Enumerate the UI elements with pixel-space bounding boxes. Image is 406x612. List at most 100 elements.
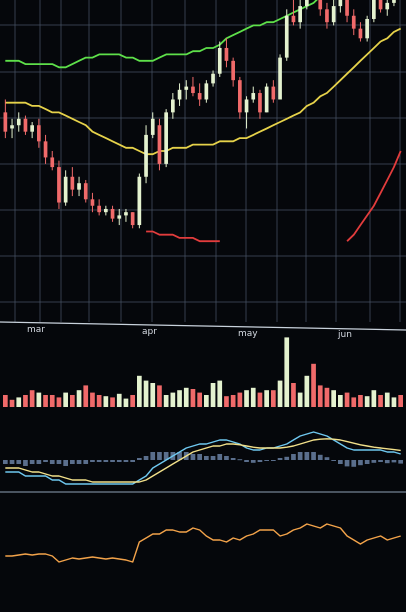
volume-bar [29, 390, 35, 407]
macd-histogram-bar [284, 456, 290, 460]
bullish-candle [284, 9, 289, 61]
volume-bar [49, 395, 55, 407]
volume-bar [324, 387, 330, 407]
volume-bar [16, 397, 22, 407]
macd-histogram-bar [351, 460, 357, 467]
candlestick-series [3, 0, 396, 229]
volume-bar [197, 392, 202, 407]
candle-body [10, 125, 14, 129]
macd-histogram-bar [204, 456, 209, 460]
volume-panel [3, 337, 403, 407]
volume-bar [70, 395, 75, 407]
candle-body [325, 9, 329, 23]
bearish-candle [157, 118, 162, 171]
macd-histogram-bar [230, 458, 236, 460]
candle-body [63, 176, 68, 203]
macd-histogram-bar [9, 460, 15, 464]
bearish-candle [57, 160, 61, 209]
candle-body [3, 112, 8, 132]
bullish-candle [217, 41, 222, 77]
macd-histogram-bar [217, 454, 223, 460]
bullish-candle [30, 122, 34, 139]
candle-body [117, 215, 122, 219]
volume-bar [304, 375, 310, 407]
candle-body [258, 93, 262, 113]
macd-histogram-bar [331, 460, 336, 461]
volume-bar [157, 385, 162, 407]
candle-body [224, 47, 229, 61]
macd-histogram-bar [338, 460, 343, 464]
macd-histogram-bar [56, 460, 62, 464]
bearish-candle [130, 212, 135, 229]
candle-body [217, 47, 222, 74]
macd-panel [3, 431, 403, 485]
macd-histogram-bar [190, 454, 196, 460]
volume-bar [358, 395, 363, 407]
candle-body [278, 57, 282, 100]
candle-body [130, 212, 135, 226]
candle-body [365, 18, 369, 39]
volume-bar [23, 395, 28, 407]
volume-bar [284, 337, 290, 407]
bullish-candle [16, 112, 21, 132]
x-axis: mar apr may jun [27, 325, 352, 340]
bearish-candle [110, 205, 115, 222]
macd-histogram-bar [371, 460, 377, 463]
macd-histogram-bar [311, 452, 316, 460]
candle-body [392, 0, 396, 3]
candle-body [305, 0, 309, 7]
macd-histogram-bar [378, 460, 383, 462]
macd-histogram-bar [177, 452, 182, 460]
bearish-candle [378, 0, 383, 13]
candle-body [197, 93, 202, 100]
volume-bar [177, 390, 182, 407]
candle-body [164, 112, 168, 164]
macd-histogram-bar [83, 460, 89, 464]
bullish-candle [63, 170, 68, 206]
volume-bar [9, 399, 15, 407]
volume-bar [103, 396, 109, 407]
candle-body [177, 89, 182, 100]
bullish-candle [305, 0, 309, 10]
volume-bar [391, 397, 397, 407]
bullish-candle [204, 80, 209, 103]
volume-bar [3, 395, 8, 407]
macd-histogram-bar [130, 460, 135, 462]
bearish-candle [351, 9, 356, 36]
candle-body [124, 212, 128, 216]
oscillator-panel [5, 523, 401, 563]
bearish-candle [23, 115, 28, 135]
oscillator-line [5, 523, 401, 563]
bullish-candle [264, 83, 269, 113]
candle-body [378, 0, 383, 10]
macd-histogram-bar [244, 460, 249, 462]
candle-body [30, 125, 34, 132]
bullish-candle [244, 96, 249, 129]
bullish-candle [144, 125, 148, 184]
volume-bar [291, 383, 296, 407]
volume-bar [344, 392, 350, 407]
volume-bar [76, 390, 82, 407]
volume-bar [143, 380, 149, 407]
bullish-candle [177, 83, 182, 106]
macd-histogram-bar [163, 452, 169, 460]
bearish-candle [325, 2, 329, 29]
volume-bar [110, 397, 115, 407]
candle-body [204, 83, 209, 100]
macd-histogram-bar [317, 454, 323, 460]
bullish-candle [150, 112, 155, 139]
volume-bar [237, 392, 243, 407]
bullish-candle [10, 118, 14, 139]
macd-histogram-bar [237, 459, 243, 461]
volume-bar [90, 392, 95, 407]
bullish-candle [211, 70, 215, 87]
macd-histogram-bar [197, 454, 202, 460]
volume-bar [338, 395, 343, 407]
bullish-candle [117, 208, 122, 226]
macd-histogram-bar [271, 460, 276, 461]
macd-histogram-bar [137, 458, 142, 460]
candle-body [271, 86, 276, 100]
candle-body [358, 28, 363, 39]
bullish-candle [385, 0, 390, 16]
x-axis-line [0, 321, 406, 331]
